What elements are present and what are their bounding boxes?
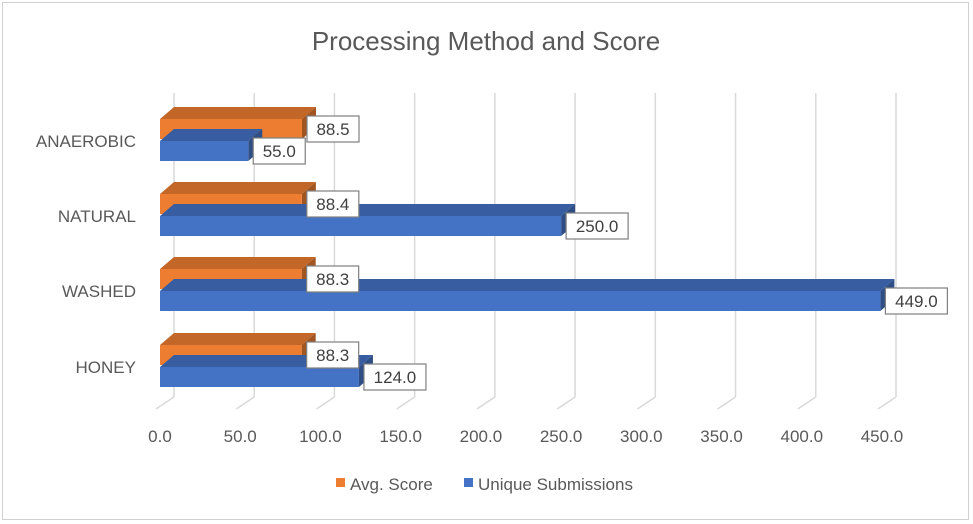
bar-unique-submissions-washed: [160, 291, 881, 311]
data-label-box: [306, 265, 360, 293]
bar-top-avg-score-anaerobic: [160, 107, 316, 119]
data-label-unique-submissions-anaerobic: 55.0: [263, 142, 296, 161]
data-label-box: [565, 212, 629, 240]
floor-line: [717, 396, 736, 410]
legend-label-avg-score: Avg. Score: [350, 475, 433, 494]
legend-swatch-unique-submissions: [464, 478, 473, 487]
data-label-box: [306, 115, 360, 143]
data-label-box: [252, 137, 306, 165]
x-tick-label: 400.0: [781, 427, 824, 446]
x-tick-labels: 0.0 50.0 100.0 150.0 200.0 250.0 300.0 350.0 400…: [148, 427, 903, 446]
category-label-washed: WASHED: [62, 282, 136, 301]
x-tick-label: 150.0: [379, 427, 422, 446]
floor-line: [556, 396, 576, 410]
bars: [160, 107, 895, 387]
data-label-box: [884, 287, 948, 315]
floor-line: [797, 396, 817, 410]
bar-unique-submissions-natural: [160, 216, 562, 236]
category-labels: ANAEROBIC NATURAL WASHED HONEY: [36, 132, 136, 377]
floor-line: [476, 396, 496, 410]
legend-label-unique-submissions: Unique Submissions: [478, 475, 633, 494]
category-label-natural: NATURAL: [58, 207, 136, 226]
floor-line: [396, 396, 416, 410]
category-label-anaerobic: ANAEROBIC: [36, 132, 136, 151]
x-tick-label: 0.0: [148, 427, 172, 446]
data-label-avg-score-natural: 88.4: [316, 195, 349, 214]
x-tick-label: 450.0: [861, 427, 904, 446]
bar-top-unique-submissions-natural: [160, 204, 576, 216]
floor-line: [316, 396, 335, 410]
bar-unique-submissions-anaerobic: [160, 141, 249, 161]
legend-swatch-avg-score: [336, 478, 345, 487]
data-label-unique-submissions-washed: 449.0: [895, 292, 938, 311]
data-labels: 88.5 55.0 88.4 250.0 88.3 449.0 88.3 124.0: [252, 115, 948, 391]
floor-line: [155, 396, 175, 410]
chart-title: Processing Method and Score: [312, 26, 660, 56]
x-tick-label: 300.0: [620, 427, 663, 446]
floor-line: [636, 396, 656, 410]
bar-top-avg-score-washed: [160, 257, 316, 269]
data-label-box: [306, 341, 360, 369]
data-label-avg-score-washed: 88.3: [316, 270, 349, 289]
floor-line: [877, 396, 897, 410]
x-tick-label: 100.0: [299, 427, 342, 446]
floor-line: [235, 396, 255, 410]
bar-top-unique-submissions-washed: [160, 279, 895, 291]
data-label-box: [363, 363, 427, 391]
bar-top-avg-score-natural: [160, 182, 316, 194]
bar-top-unique-submissions-anaerobic: [160, 129, 263, 141]
x-tick-label: 350.0: [700, 427, 743, 446]
data-label-unique-submissions-honey: 124.0: [374, 368, 417, 387]
data-label-avg-score-anaerobic: 88.5: [316, 120, 349, 139]
data-label-box: [306, 190, 360, 218]
data-label-unique-submissions-natural: 250.0: [576, 217, 619, 236]
x-tick-label: 250.0: [540, 427, 583, 446]
category-label-honey: HONEY: [76, 358, 136, 377]
legend: Avg. Score Unique Submissions: [336, 475, 633, 494]
x-tick-label: 200.0: [460, 427, 503, 446]
data-label-avg-score-honey: 88.3: [316, 346, 349, 365]
x-tick-label: 50.0: [224, 427, 257, 446]
bar-unique-submissions-honey: [160, 367, 359, 387]
bar-top-avg-score-honey: [160, 333, 316, 345]
